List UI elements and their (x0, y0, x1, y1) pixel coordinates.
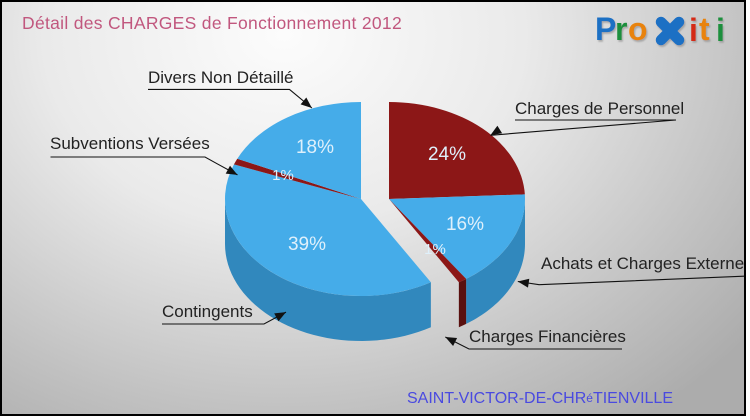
svg-text:i: i (716, 12, 725, 48)
svg-text:t: t (699, 11, 710, 47)
svg-text:o: o (628, 11, 648, 47)
svg-text:r: r (615, 11, 627, 47)
svg-text:i: i (689, 12, 698, 48)
svg-text:P: P (595, 11, 616, 47)
